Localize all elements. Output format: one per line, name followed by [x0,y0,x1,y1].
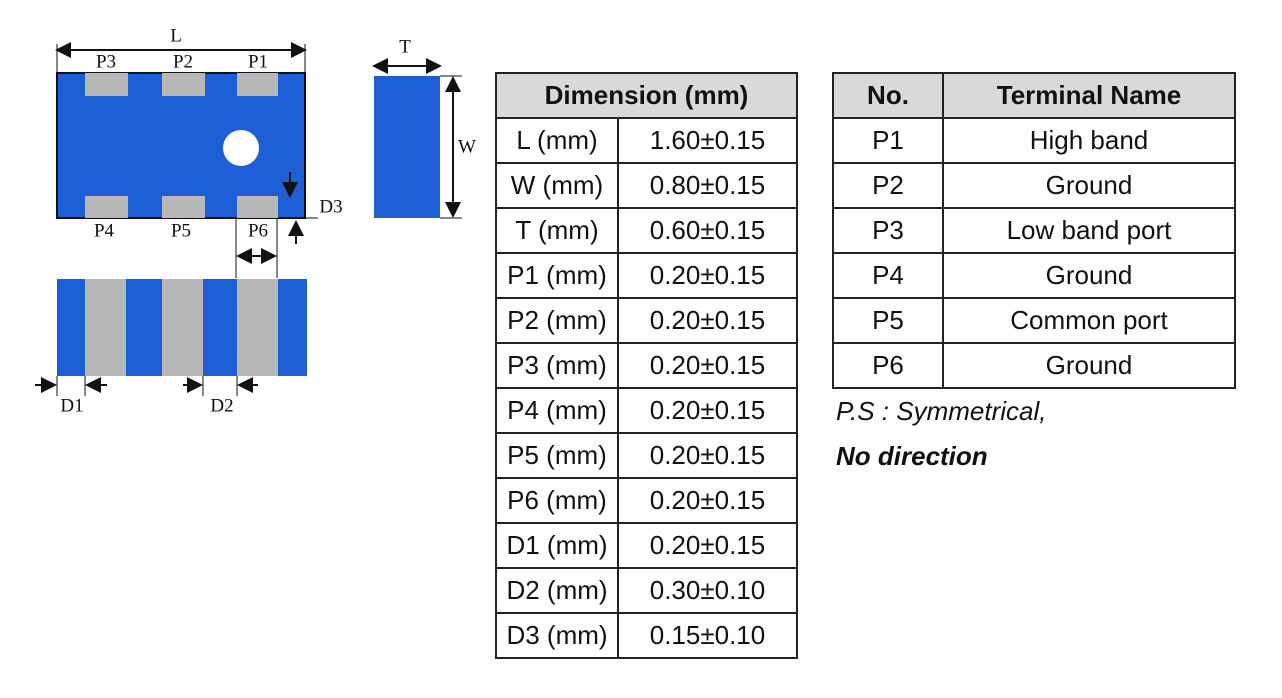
table-cell: 0.20±0.15 [617,342,798,389]
table-cell: D1 (mm) [495,522,619,569]
label: L [170,25,182,46]
top-view [56,72,306,219]
side-view [374,76,440,218]
label: P6 [248,220,268,241]
table-row: P5 (mm) 0.20±0.15 [495,432,798,479]
table-cell: 0.30±0.10 [617,567,798,614]
table-cell: Ground [942,342,1236,389]
table-row: P1 High band [832,117,1236,164]
label: W [458,136,476,157]
table-cell: 0.15±0.10 [617,612,798,659]
table-row: T (mm) 0.60±0.15 [495,207,798,254]
table-cell: 0.20±0.15 [617,252,798,299]
table-cell: 0.20±0.15 [617,477,798,524]
table-row: P6 (mm) 0.20±0.15 [495,477,798,524]
label: D2 [210,395,233,416]
dimension-table: Dimension (mm) L (mm) 1.60±0.15 W (mm) 0.80… [495,72,798,659]
table-cell: 0.20±0.15 [617,432,798,479]
table-cell: P6 (mm) [495,477,619,524]
label: P1 [248,51,268,72]
table-row: D1 (mm) 0.20±0.15 [495,522,798,569]
table-row: P2 (mm) 0.20±0.15 [495,297,798,344]
table-header: No. [832,72,944,119]
table-row: D2 (mm) 0.30±0.10 [495,567,798,614]
table-cell: 1.60±0.15 [617,117,798,164]
label: P3 [96,51,116,72]
table-cell: W (mm) [495,162,619,209]
table-cell: Ground [942,162,1236,209]
label: D1 [60,395,83,416]
note: No direction [836,441,988,471]
table-cell: P3 (mm) [495,342,619,389]
table-cell: High band [942,117,1236,164]
terminal-table: No. Terminal Name P1 High band P2 Ground P3 Lo… [832,72,1236,389]
table-row: P1 (mm) 0.20±0.15 [495,252,798,299]
table-cell: Common port [942,297,1236,344]
pads [85,73,278,218]
table-cell: T (mm) [495,207,619,254]
note: P.S : Symmetrical, [836,396,1047,426]
table-row: D3 (mm) 0.15±0.10 [495,612,798,659]
table-row: P4 Ground [832,252,1236,299]
table-cell: P1 [832,117,944,164]
table-cell: P2 (mm) [495,297,619,344]
table-cell: P1 (mm) [495,252,619,299]
label: D3 [319,196,342,217]
table-cell: 0.20±0.15 [617,522,798,569]
table-cell: 0.60±0.15 [617,207,798,254]
table-cell: P6 [832,342,944,389]
table-row: P5 Common port [832,297,1236,344]
orientation-hole [223,130,259,166]
table-header: Dimension (mm) [495,72,798,119]
table-cell: 0.80±0.15 [617,162,798,209]
table-row: L (mm) 1.60±0.15 [495,117,798,164]
table-row: P6 Ground [832,342,1236,389]
table-row: P4 (mm) 0.20±0.15 [495,387,798,434]
table-cell: P4 (mm) [495,387,619,434]
table-cell: Ground [942,252,1236,299]
table-cell: P3 [832,207,944,254]
table-row: W (mm) 0.80±0.15 [495,162,798,209]
label: P5 [171,220,191,241]
label: P2 [173,51,193,72]
table-cell: 0.20±0.15 [617,297,798,344]
table-cell: D2 (mm) [495,567,619,614]
table-row: P2 Ground [832,162,1236,209]
table-cell: D3 (mm) [495,612,619,659]
table-row: P3 (mm) 0.20±0.15 [495,342,798,389]
label: P4 [94,220,115,241]
table-row: P3 Low band port [832,207,1236,254]
table-cell: 0.20±0.15 [617,387,798,434]
table-cell: P5 [832,297,944,344]
table-cell: P2 [832,162,944,209]
table-cell: P5 (mm) [495,432,619,479]
table-cell: P4 [832,252,944,299]
label: T [399,36,411,57]
table-header: Terminal Name [942,72,1236,119]
table-cell: Low band port [942,207,1236,254]
table-cell: L (mm) [495,117,619,164]
package-drawing: L P3 P2 P1 P4 P5 P6 D3 T W D1 D2 [35,25,476,416]
